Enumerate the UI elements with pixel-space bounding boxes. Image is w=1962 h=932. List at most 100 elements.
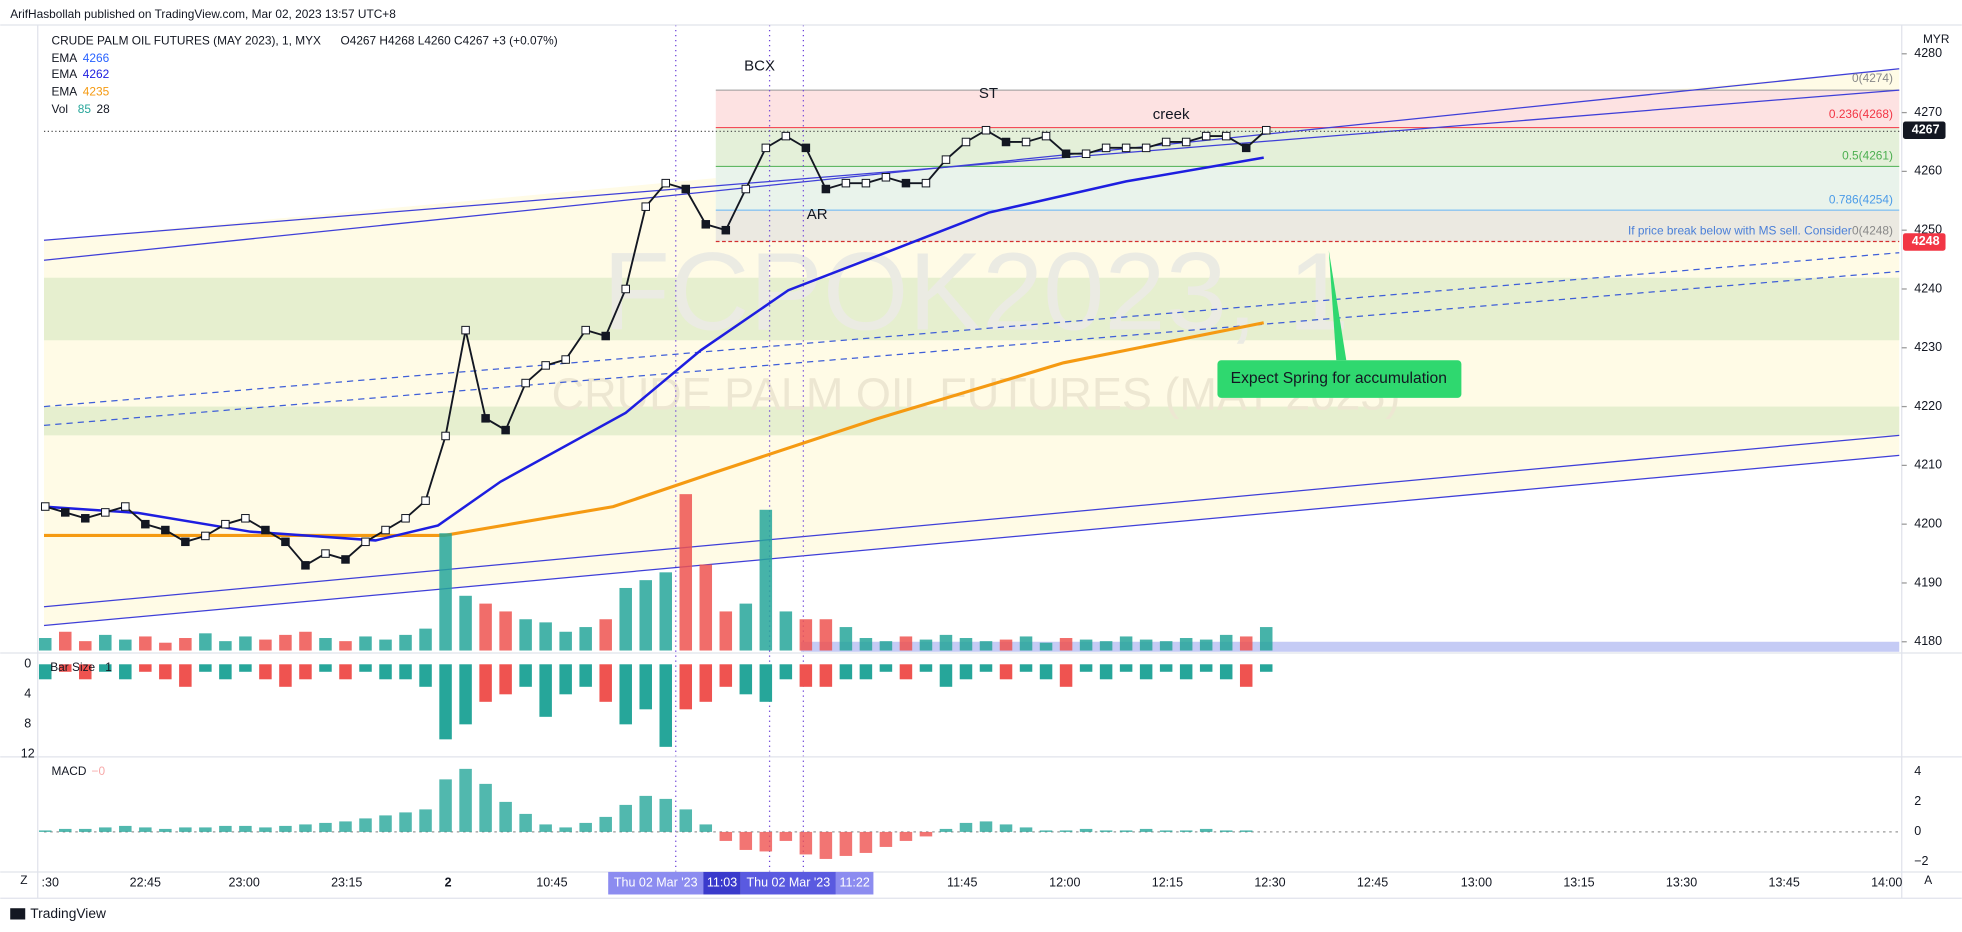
bar-size-bar — [79, 664, 92, 680]
macd-bar — [1219, 830, 1233, 832]
macd-tick-label: −2 — [1914, 854, 1928, 868]
candle — [121, 502, 130, 511]
candle — [741, 184, 751, 194]
cursor-label-bg — [608, 871, 704, 895]
macd-bar — [819, 831, 833, 859]
bar-size-bar — [459, 664, 472, 725]
macd-bar — [579, 822, 592, 832]
fib-label: 0.786(4254) — [1829, 192, 1893, 206]
bar-size-bar — [259, 664, 272, 680]
candle — [61, 508, 70, 517]
cursor-label: 11:22 — [839, 876, 869, 890]
time-label: 12:00 — [1049, 876, 1080, 890]
candle — [1121, 143, 1131, 153]
fib-label: 0.236(4268) — [1829, 107, 1893, 121]
macd-bar — [399, 812, 412, 832]
macd-bar — [719, 831, 733, 841]
bar-size-bar — [1039, 664, 1053, 680]
cursor-label: Thu 02 Mar '23 — [747, 876, 831, 890]
bar-size-bar — [1079, 664, 1093, 672]
macd-tick-label: 2 — [1914, 794, 1921, 808]
volume-bar — [279, 634, 292, 651]
volume-bar — [479, 603, 492, 651]
volume-bar — [1059, 638, 1073, 651]
bar-size-bar — [879, 664, 893, 672]
volume-bar — [999, 639, 1013, 651]
candle — [241, 514, 250, 523]
legend-ema: EMA — [52, 67, 78, 81]
volume-bar — [1159, 641, 1173, 651]
macd-bar — [779, 831, 793, 841]
volume-bar — [139, 636, 152, 651]
bar-size-bar — [679, 664, 693, 710]
legend-vol-value: 85 — [78, 102, 92, 116]
macd-bar — [979, 821, 993, 832]
volume-bar — [679, 494, 693, 651]
bar-size-bar — [239, 664, 252, 672]
candle — [1141, 143, 1151, 153]
annotation: ST — [979, 85, 998, 102]
candle — [861, 178, 871, 188]
axis-button[interactable]: A — [1924, 873, 1932, 887]
volume-bar — [939, 634, 953, 651]
candle — [941, 155, 951, 164]
candle — [521, 378, 530, 388]
candle — [1221, 131, 1231, 141]
volume-bar — [1019, 636, 1033, 651]
macd-bar — [1079, 828, 1093, 832]
candle — [181, 537, 190, 547]
time-label: 14:00 — [1871, 876, 1902, 890]
bar-size-bar — [899, 664, 913, 680]
candle — [40, 502, 50, 511]
bar-size-bar — [38, 664, 52, 680]
volume-band — [800, 641, 1900, 652]
macd-bar — [139, 827, 152, 832]
time-label: 12:15 — [1152, 876, 1183, 890]
bar-size-bar — [319, 664, 332, 672]
bar-size-bar — [599, 664, 612, 702]
trend-line — [43, 68, 1900, 261]
candle — [701, 220, 711, 229]
candle — [961, 137, 971, 147]
cursor-label: Thu 02 Mar '23 — [614, 876, 698, 890]
ema-mid — [43, 156, 1264, 542]
candle — [821, 184, 831, 194]
volume-bar — [419, 628, 432, 651]
macd-bar — [639, 795, 652, 832]
price-tick-label: 4270 — [1914, 105, 1942, 119]
volume-bar — [899, 636, 913, 651]
volume-bar — [959, 638, 973, 651]
candle — [441, 431, 450, 441]
macd-bar — [159, 828, 172, 832]
macd-bar — [519, 813, 532, 832]
macd-bar — [119, 825, 132, 832]
candle — [201, 531, 210, 541]
price-tick-label: 4230 — [1914, 340, 1942, 354]
bar-size-bar — [919, 664, 933, 672]
logo-icon — [10, 908, 26, 920]
macd-tick-label: 0 — [1914, 824, 1921, 838]
bar-size-bar — [739, 664, 753, 695]
macd-bar — [1199, 828, 1213, 832]
volume-bar — [239, 636, 252, 651]
volume-bar — [179, 638, 192, 651]
fib-zone — [715, 127, 1900, 167]
time-label: 12:30 — [1254, 876, 1285, 890]
bar-size-bar — [619, 664, 632, 725]
candle — [1261, 125, 1271, 135]
bar-size-bar — [939, 664, 953, 687]
watermark-symbol: FCPOK2023, 1 — [603, 230, 1349, 353]
annotation: BCX — [744, 57, 775, 74]
volume-bar — [1039, 642, 1053, 651]
axis-button[interactable]: Z — [20, 873, 27, 887]
bar-size-bar — [399, 664, 412, 680]
macd-bar — [1019, 827, 1033, 832]
time-label: 12:45 — [1357, 876, 1388, 890]
macd-bar — [419, 809, 432, 832]
legend-ema-value: 4235 — [83, 85, 110, 99]
macd-bar — [699, 824, 713, 832]
macd-bar — [339, 821, 352, 832]
bar-size-bar — [139, 664, 152, 672]
bar-size-bar — [1179, 664, 1193, 680]
